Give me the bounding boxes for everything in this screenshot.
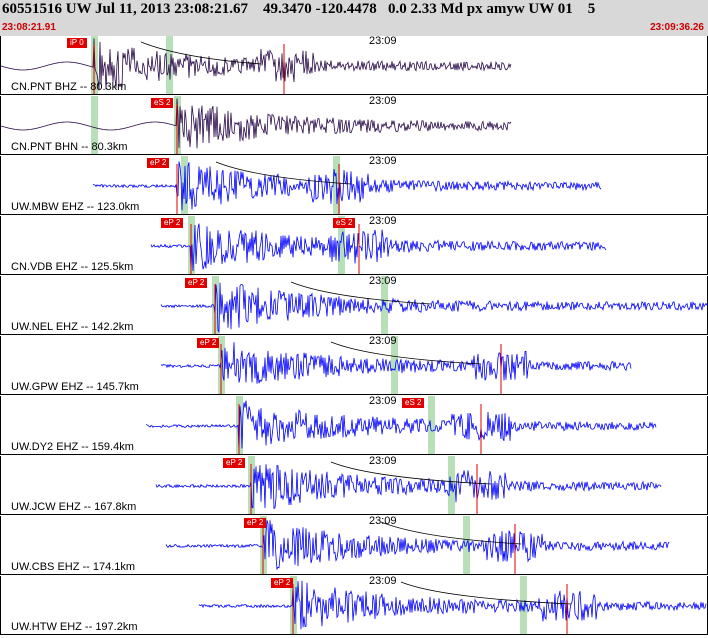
station-label: UW.CBS EHZ -- 174.1km	[11, 561, 136, 573]
time-tick-label: 23:09	[369, 396, 397, 407]
station-label: UW.MBW EHZ -- 123.0km	[11, 201, 140, 213]
phase-window-marker	[428, 396, 435, 454]
station-label: CN.VDB EHZ -- 125.5km	[11, 261, 134, 273]
phase-pick-tag[interactable]: iP 0	[67, 38, 87, 48]
coda-decay-curve	[215, 161, 352, 185]
time-tick-label: 23:09	[369, 36, 397, 47]
phase-pick-tag[interactable]: eP 2	[185, 278, 208, 288]
waveform-plot[interactable]	[1, 396, 707, 454]
seismic-trace	[198, 580, 707, 630]
time-tick-label: 23:09	[369, 216, 397, 227]
seismic-trace	[1, 38, 512, 91]
phase-pick-tag[interactable]: eP 2	[223, 458, 246, 468]
waveform-panel[interactable]: 23:09 eP 2 UW.MBW EHZ -- 123.0km	[0, 156, 708, 215]
time-tick-label: 23:09	[369, 336, 397, 347]
phase-window-marker	[91, 96, 98, 154]
seismic-trace	[1, 98, 512, 149]
seismic-trace	[165, 520, 670, 571]
station-label: UW.GPW EHZ -- 145.7km	[11, 381, 139, 393]
seismic-trace	[155, 464, 662, 510]
waveform-panel[interactable]: 23:09 eP 2 UW.GPW EHZ -- 145.7km	[0, 336, 708, 395]
coda-decay-curve	[140, 41, 262, 65]
station-label: CN.PNT BHZ -- 80.3km	[11, 81, 127, 93]
coda-decay-curve	[380, 521, 522, 545]
phase-pick-tag[interactable]: eS 2	[402, 398, 425, 408]
time-tick-label: 23:09	[369, 156, 397, 167]
waveform-plot[interactable]	[1, 576, 707, 634]
phase-pick-tag[interactable]: eS 2	[333, 218, 356, 228]
waveform-plot[interactable]	[1, 456, 707, 514]
waveform-plot[interactable]	[1, 276, 707, 334]
waveform-plot[interactable]	[1, 516, 707, 574]
event-title: 60551516 UW Jul 11, 2013 23:08:21.67 49.…	[2, 1, 596, 17]
waveform-panel[interactable]: 23:09 iP 0 CN.PNT BHZ -- 80.3km	[0, 36, 708, 95]
waveform-plot[interactable]	[1, 156, 707, 214]
phase-window-marker	[338, 216, 345, 274]
phase-window-marker	[391, 336, 398, 394]
waveform-panel[interactable]: 23:09 eP 2 UW.CBS EHZ -- 174.1km	[0, 516, 708, 575]
phase-window-marker	[520, 576, 527, 634]
waveform-panel[interactable]: 23:09 eS 2 UW.DY2 EHZ -- 159.4km	[0, 396, 708, 455]
waveform-panel[interactable]: 23:09 eP 2 UW.JCW EHZ -- 167.8km	[0, 456, 708, 515]
phase-pick-tag[interactable]: eP 2	[244, 518, 267, 528]
waveform-panel[interactable]: 23:09 eP 2 UW.HTW EHZ -- 197.2km	[0, 576, 708, 635]
coda-decay-curve	[330, 341, 482, 365]
station-label: UW.JCW EHZ -- 167.8km	[11, 501, 137, 513]
station-label: UW.DY2 EHZ -- 159.4km	[11, 441, 134, 453]
phase-window-marker	[166, 36, 173, 94]
phase-pick-tag[interactable]: eP 2	[161, 218, 184, 228]
phase-pick-tag[interactable]: eP 2	[271, 578, 294, 588]
time-tick-label: 23:09	[369, 96, 397, 107]
waveform-plot[interactable]	[1, 96, 707, 154]
waveform-plot[interactable]	[1, 36, 707, 94]
seismic-trace	[145, 400, 657, 453]
waveform-plot[interactable]	[1, 216, 707, 274]
window-start-time: 23:08:21.91	[2, 22, 56, 33]
time-tick-label: 23:09	[369, 456, 397, 467]
coda-decay-curve	[330, 461, 492, 485]
seismic-trace	[160, 342, 632, 384]
time-tick-label: 23:09	[369, 516, 397, 527]
seismic-trace	[92, 161, 602, 211]
seismic-trace	[160, 282, 707, 334]
phase-pick-tag[interactable]: eP 2	[197, 338, 220, 348]
window-end-time: 23:09:36.26	[650, 22, 704, 33]
waveform-panel[interactable]: 23:09 eS 2 CN.PNT BHN -- 80.3km	[0, 96, 708, 155]
event-header: 60551516 UW Jul 11, 2013 23:08:21.67 49.…	[0, 0, 708, 36]
station-label: UW.NEL EHZ -- 142.2km	[11, 321, 134, 333]
coda-decay-curve	[290, 281, 432, 305]
time-tick-label: 23:09	[369, 576, 397, 587]
seismic-trace	[150, 223, 607, 272]
station-label: UW.HTW EHZ -- 197.2km	[11, 621, 138, 633]
waveform-panels: 23:09 iP 0 CN.PNT BHZ -- 80.3km 23:09 eS…	[0, 36, 708, 638]
time-tick-label: 23:09	[369, 276, 397, 287]
station-label: CN.PNT BHN -- 80.3km	[11, 141, 128, 153]
phase-pick-tag[interactable]: eS 2	[151, 98, 174, 108]
phase-pick-tag[interactable]: eP 2	[147, 158, 170, 168]
waveform-panel[interactable]: 23:09 eP 2 eS 2 CN.VDB EHZ -- 125.5km	[0, 216, 708, 275]
coda-decay-curve	[400, 581, 572, 605]
waveform-panel[interactable]: 23:09 eP 2 UW.NEL EHZ -- 142.2km	[0, 276, 708, 335]
waveform-plot[interactable]	[1, 336, 707, 394]
